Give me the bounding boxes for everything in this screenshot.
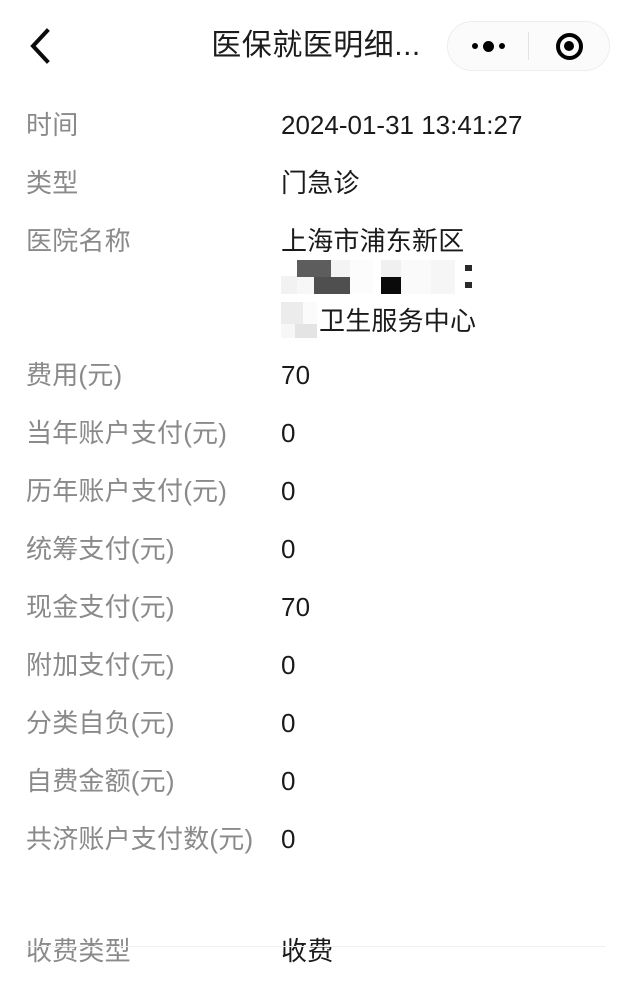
redaction-mosaic-1 <box>281 260 475 298</box>
row-value-classified-self-pay: 0 <box>281 708 296 739</box>
table-row: 共济账户支付数(元) 0 <box>26 820 606 916</box>
table-row: 分类自负(元) 0 <box>26 704 606 762</box>
row-label-previous-years-account-payment: 历年账户支付(元) <box>26 476 228 507</box>
capsule-divider <box>528 32 529 60</box>
detail-list: 时间 2024-01-31 13:41:27 类型 门急诊 医院名称 上海市浦东… <box>0 92 632 990</box>
navigation-bar: 医保就医明细... <box>0 0 632 92</box>
table-row: 现金支付(元) 70 <box>26 588 606 646</box>
row-value-fee: 70 <box>281 360 311 391</box>
redaction-mosaic-2 <box>281 302 317 339</box>
table-row: 时间 2024-01-31 13:41:27 <box>26 92 606 164</box>
row-label-pooled-fund-payment: 统筹支付(元) <box>26 534 175 565</box>
target-circle-icon <box>555 32 583 60</box>
row-value-additional-payment: 0 <box>281 650 296 681</box>
row-value-charge-type: 收费 <box>281 936 334 967</box>
table-row: 费用(元) 70 <box>26 340 606 414</box>
row-value-time: 2024-01-31 13:41:27 <box>281 110 523 140</box>
wechat-capsule-bar <box>447 21 610 71</box>
table-row: 类型 门急诊 <box>26 164 606 222</box>
row-value-previous-years-account-payment: 0 <box>281 476 296 507</box>
close-miniprogram-button[interactable] <box>529 22 609 70</box>
table-row: 医院名称 上海市浦东新区 卫生服务中心 <box>26 222 606 340</box>
row-value-mutual-aid-account-payment: 0 <box>281 824 296 855</box>
row-label-classified-self-pay: 分类自负(元) <box>26 708 175 739</box>
hospital-name-line1: 上海市浦东新区 <box>281 226 465 256</box>
table-row: 当年账户支付(元) 0 <box>26 414 606 472</box>
row-value-current-year-account-payment: 0 <box>281 418 296 449</box>
row-label-hospital-name: 医院名称 <box>26 226 131 256</box>
row-value-type: 门急诊 <box>281 168 360 198</box>
bottom-divider <box>26 946 606 947</box>
row-label-mutual-aid-account-payment: 共济账户支付数(元) <box>26 824 254 855</box>
row-label-cash-payment: 现金支付(元) <box>26 592 175 623</box>
table-row: 历年账户支付(元) 0 <box>26 472 606 530</box>
row-label-self-paid-amount: 自费金额(元) <box>26 766 175 797</box>
table-row: 统筹支付(元) 0 <box>26 530 606 588</box>
row-label-charge-type: 收费类型 <box>26 936 131 967</box>
page-title: 医保就医明细... <box>211 29 421 62</box>
table-row: 附加支付(元) 0 <box>26 646 606 704</box>
row-label-time: 时间 <box>26 110 79 140</box>
row-label-type: 类型 <box>26 168 79 198</box>
row-value-pooled-fund-payment: 0 <box>281 534 296 565</box>
hospital-name-line2-wrap: 卫生服务中心 <box>281 302 606 340</box>
row-label-current-year-account-payment: 当年账户支付(元) <box>26 418 228 449</box>
row-value-hospital-name: 上海市浦东新区 卫生服务中心 <box>281 222 606 340</box>
more-dots-icon <box>471 40 505 52</box>
table-row: 自费金额(元) 0 <box>26 762 606 820</box>
row-label-fee: 费用(元) <box>26 360 123 391</box>
row-value-cash-payment: 70 <box>281 592 311 623</box>
back-button[interactable] <box>12 18 68 74</box>
hospital-name-line2: 卫生服务中心 <box>319 306 477 337</box>
row-value-self-paid-amount: 0 <box>281 766 296 797</box>
more-menu-button[interactable] <box>448 22 528 70</box>
row-label-additional-payment: 附加支付(元) <box>26 650 175 681</box>
table-row: 收费类型 收费 <box>26 916 606 990</box>
chevron-left-icon <box>28 26 52 66</box>
